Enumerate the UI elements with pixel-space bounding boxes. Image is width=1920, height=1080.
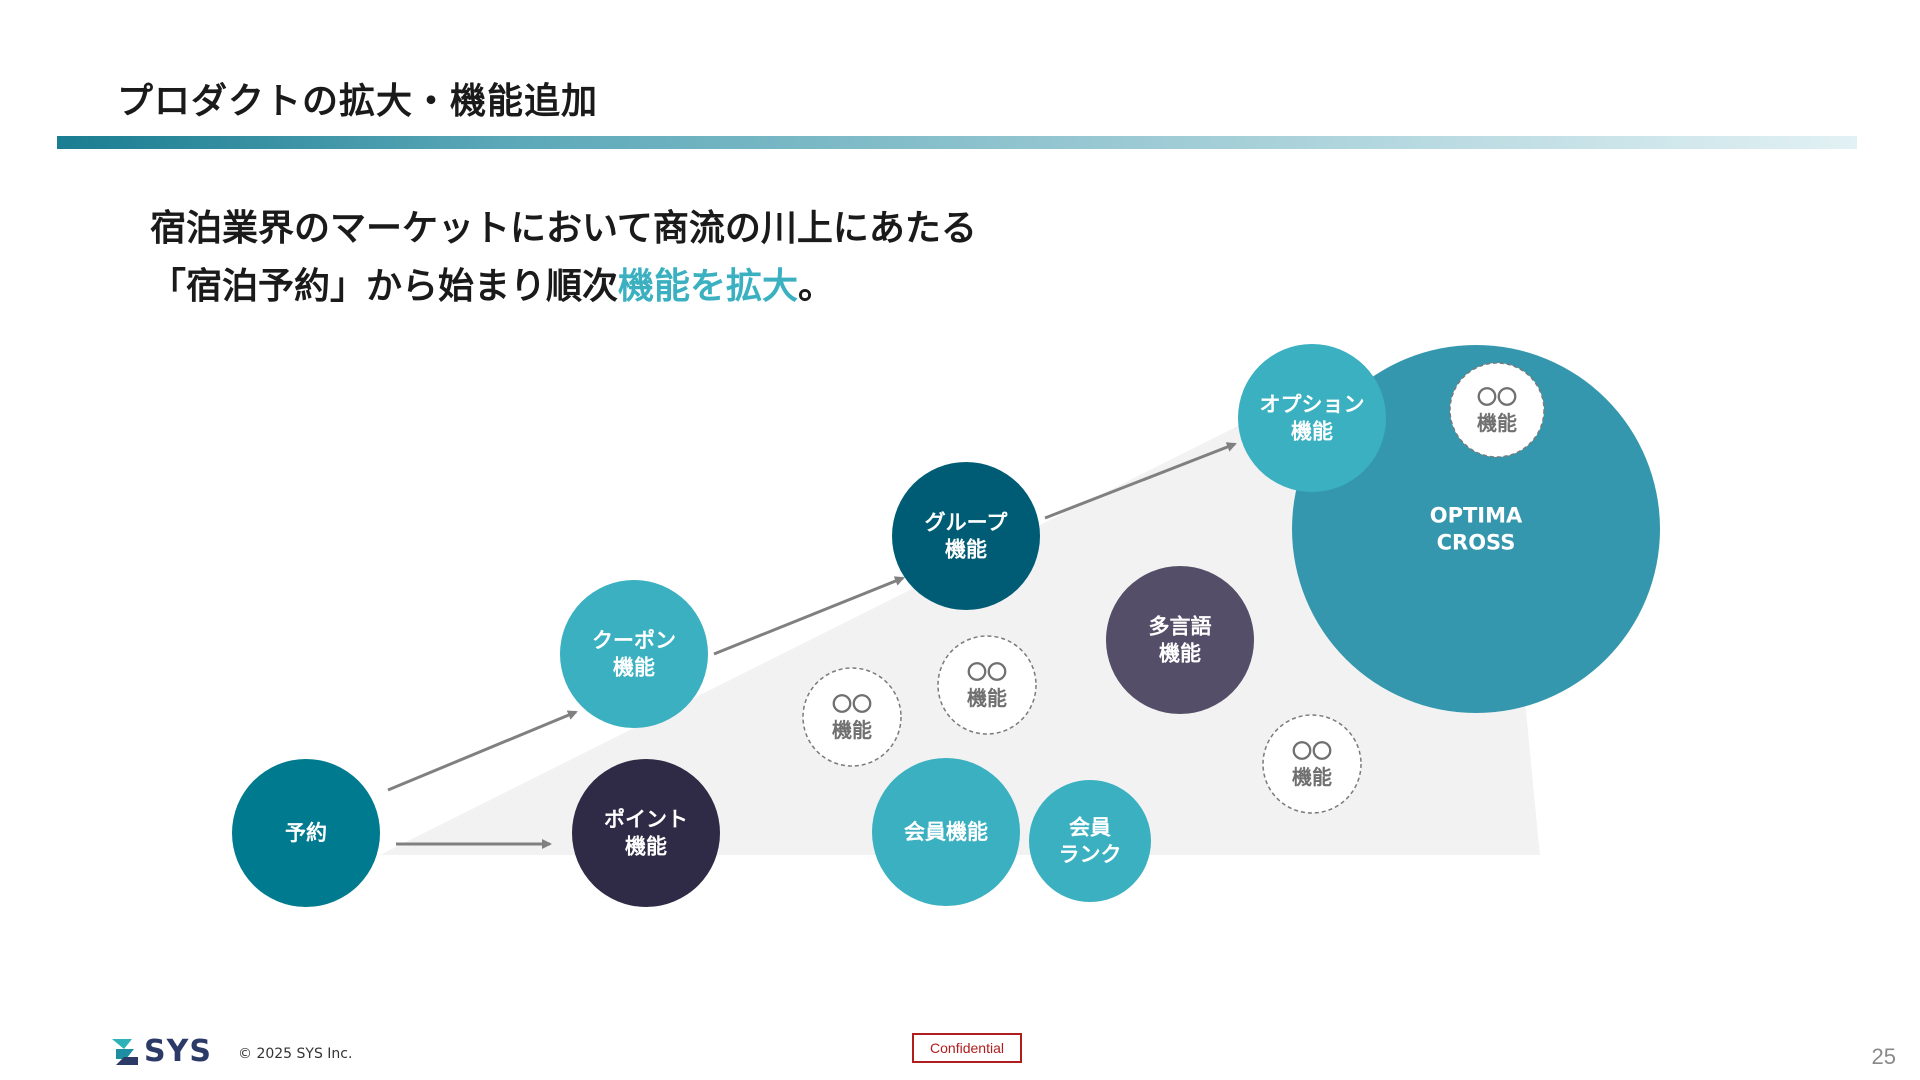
node-circle-placeholder-4 bbox=[1262, 714, 1362, 814]
node-label-placeholder-4-0: 〇〇 bbox=[1292, 739, 1332, 763]
node-yoyaku: 予約 bbox=[232, 759, 380, 907]
node-label-option-1: 機能 bbox=[1291, 420, 1333, 444]
node-circle-placeholder-3 bbox=[937, 635, 1037, 735]
node-circle-kaiin-rank bbox=[1029, 780, 1151, 902]
node-label-placeholder-2-0: 〇〇 bbox=[832, 692, 872, 716]
arrow-yoyaku-to-coupon bbox=[387, 710, 578, 792]
node-label-placeholder-3-0: 〇〇 bbox=[967, 660, 1007, 684]
node-label-tagengo-0: 多言語 bbox=[1149, 614, 1212, 638]
node-circle-placeholder-1 bbox=[1449, 362, 1545, 458]
arrow-coupon-to-group bbox=[713, 576, 905, 656]
lead-line-1: 宿泊業界のマーケットにおいて商流の川上にあたる bbox=[150, 208, 977, 249]
node-label-coupon-0: クーポン bbox=[592, 628, 676, 652]
node-circle-point bbox=[572, 759, 720, 907]
node-label-placeholder-1-1: 機能 bbox=[1477, 411, 1517, 435]
company-logo: SYS bbox=[110, 1034, 212, 1069]
slide-title: プロダクトの拡大・機能追加 bbox=[117, 81, 599, 122]
node-circle-option bbox=[1238, 344, 1386, 492]
copyright-text: © 2025 SYS Inc. bbox=[238, 1046, 353, 1062]
sys-logo-icon bbox=[112, 1038, 138, 1065]
node-label-kaiin-0: 会員機能 bbox=[904, 820, 988, 844]
node-label-kaiin-rank-1: ランク bbox=[1059, 843, 1122, 867]
node-label-point-1: 機能 bbox=[625, 835, 667, 859]
node-circle-group bbox=[892, 462, 1040, 610]
confidential-badge: Confidential bbox=[912, 1033, 1022, 1063]
lead-line-2-highlight: 機能を拡大 bbox=[618, 266, 799, 307]
lead-text: 宿泊業界のマーケットにおいて商流の川上にあたる 「宿泊予約」から始まり順次機能を… bbox=[150, 200, 977, 316]
node-label-placeholder-1-0: 〇〇 bbox=[1477, 385, 1517, 409]
background-growth-area bbox=[380, 395, 1540, 855]
node-label-optima-cross-1: CROSS bbox=[1437, 531, 1516, 555]
lead-line-2-pre: 「宿泊予約」から始まり順次 bbox=[150, 266, 619, 307]
node-label-kaiin-rank-0: 会員 bbox=[1069, 815, 1111, 839]
node-label-option-0: オプション bbox=[1260, 392, 1365, 416]
node-circle-optima-cross bbox=[1292, 345, 1660, 713]
node-optima-cross: OPTIMA CROSS bbox=[1292, 345, 1660, 713]
node-circle-coupon bbox=[560, 580, 708, 728]
node-label-point-0: ポイント bbox=[604, 807, 688, 831]
arrow-group-to-option bbox=[1044, 442, 1237, 520]
node-label-group-0: グループ bbox=[925, 510, 1009, 534]
node-label-yoyaku-0: 予約 bbox=[285, 821, 327, 845]
nodes-layer: OPTIMACROSSオプション機能〇〇機能予約クーポン機能ポイント機能グループ… bbox=[232, 344, 1660, 907]
lead-line-2: 「宿泊予約」から始まり順次機能を拡大。 bbox=[150, 258, 977, 316]
node-label-tagengo-1: 機能 bbox=[1159, 642, 1201, 666]
edges-layer bbox=[387, 442, 1237, 849]
page-number: 25 bbox=[1871, 1044, 1896, 1069]
node-circle-placeholder-2 bbox=[802, 667, 902, 767]
node-label-placeholder-3-1: 機能 bbox=[967, 686, 1007, 710]
lead-line-2-post: 。 bbox=[798, 266, 835, 307]
node-circle-tagengo bbox=[1106, 566, 1254, 714]
node-label-coupon-1: 機能 bbox=[613, 656, 655, 680]
node-label-group-1: 機能 bbox=[945, 538, 987, 562]
node-circle-kaiin bbox=[872, 758, 1020, 906]
node-label-placeholder-2-1: 機能 bbox=[832, 718, 872, 742]
node-label-optima-cross-0: OPTIMA bbox=[1430, 503, 1523, 527]
title-underline-bar bbox=[57, 136, 1857, 149]
logo-text: SYS bbox=[144, 1034, 212, 1069]
node-label-placeholder-4-1: 機能 bbox=[1292, 765, 1332, 789]
node-kaiin: 会員機能 bbox=[872, 758, 1020, 906]
node-circle-yoyaku bbox=[232, 759, 380, 907]
